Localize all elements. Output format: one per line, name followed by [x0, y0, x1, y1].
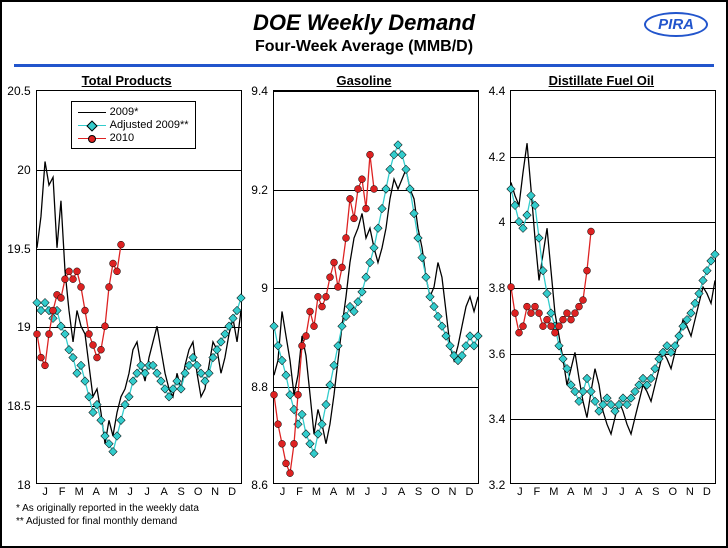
legend: 2009* Adjusted 2009** 2010: [71, 101, 196, 149]
xtick: J: [140, 486, 155, 498]
xtick: M: [580, 486, 595, 498]
xtick: J: [38, 486, 53, 498]
panel-1: Gasoline 8.68.899.29.4 JFMAMJJASOND: [249, 73, 479, 498]
xtick: A: [157, 486, 172, 498]
chart-subtitle: Four-Week Average (MMB/D): [2, 38, 726, 56]
xtick: A: [394, 486, 409, 498]
xtick: F: [55, 486, 70, 498]
footnotes: * As originally reported in the weekly d…: [2, 498, 726, 528]
xtick: M: [546, 486, 561, 498]
ytick: 4.2: [475, 150, 505, 164]
xtick: J: [377, 486, 392, 498]
xtick: A: [326, 486, 341, 498]
xtick: N: [445, 486, 460, 498]
xtick: M: [343, 486, 358, 498]
chart-frame: DOE Weekly Demand Four-Week Average (MMB…: [0, 0, 728, 548]
xtick: M: [106, 486, 121, 498]
ytick: 19: [1, 320, 31, 334]
legend-s2: Adjusted 2009**: [110, 119, 189, 131]
panel-title: Distillate Fuel Oil: [486, 73, 716, 88]
xtick: A: [89, 486, 104, 498]
xlabels: JFMAMJJASOND: [36, 484, 242, 498]
charts-row: Total Products 1818.51919.52020.5 2009* …: [2, 67, 726, 498]
xtick: S: [411, 486, 426, 498]
ytick: 18: [1, 478, 31, 492]
xtick: M: [72, 486, 87, 498]
ytick: 3.4: [475, 412, 505, 426]
xtick: A: [563, 486, 578, 498]
panel-title: Total Products: [12, 73, 242, 88]
xtick: N: [682, 486, 697, 498]
footnote-1: * As originally reported in the weekly d…: [16, 502, 726, 515]
legend-s1: 2009*: [110, 106, 139, 118]
ytick: 4.4: [475, 84, 505, 98]
plot-area: 8.68.899.29.4: [273, 90, 479, 484]
xtick: J: [597, 486, 612, 498]
plot-area: 3.23.43.63.844.24.4: [510, 90, 716, 484]
ytick: 3.8: [475, 281, 505, 295]
ytick: 9.2: [238, 183, 268, 197]
xtick: S: [648, 486, 663, 498]
ytick: 4: [475, 215, 505, 229]
ytick: 8.8: [238, 380, 268, 394]
legend-s3: 2010: [110, 132, 134, 144]
xtick: J: [123, 486, 138, 498]
panel-0: Total Products 1818.51919.52020.5 2009* …: [12, 73, 242, 498]
ytick: 9: [238, 281, 268, 295]
xtick: F: [529, 486, 544, 498]
plot-area: 1818.51919.52020.5 2009* Adjusted 2009**…: [36, 90, 242, 484]
xlabels: JFMAMJJASOND: [273, 484, 479, 498]
footnote-2: ** Adjusted for final monthly demand: [16, 515, 726, 528]
ytick: 18.5: [1, 399, 31, 413]
ytick: 9.4: [238, 84, 268, 98]
xtick: O: [191, 486, 206, 498]
panel-2: Distillate Fuel Oil 3.23.43.63.844.24.4 …: [486, 73, 716, 498]
ytick: 8.6: [238, 478, 268, 492]
xtick: J: [360, 486, 375, 498]
xlabels: JFMAMJJASOND: [510, 484, 716, 498]
xtick: J: [614, 486, 629, 498]
xtick: D: [699, 486, 714, 498]
pira-logo: PIRA: [644, 12, 708, 37]
panel-title: Gasoline: [249, 73, 479, 88]
xtick: S: [174, 486, 189, 498]
ytick: 20: [1, 163, 31, 177]
xtick: M: [309, 486, 324, 498]
ytick: 20.5: [1, 84, 31, 98]
xtick: J: [512, 486, 527, 498]
xtick: O: [665, 486, 680, 498]
ytick: 3.2: [475, 478, 505, 492]
ytick: 3.6: [475, 347, 505, 361]
xtick: F: [292, 486, 307, 498]
xtick: O: [428, 486, 443, 498]
header: DOE Weekly Demand Four-Week Average (MMB…: [2, 2, 726, 60]
chart-title: DOE Weekly Demand: [2, 10, 726, 36]
xtick: A: [631, 486, 646, 498]
xtick: J: [275, 486, 290, 498]
ytick: 19.5: [1, 242, 31, 256]
xtick: N: [208, 486, 223, 498]
